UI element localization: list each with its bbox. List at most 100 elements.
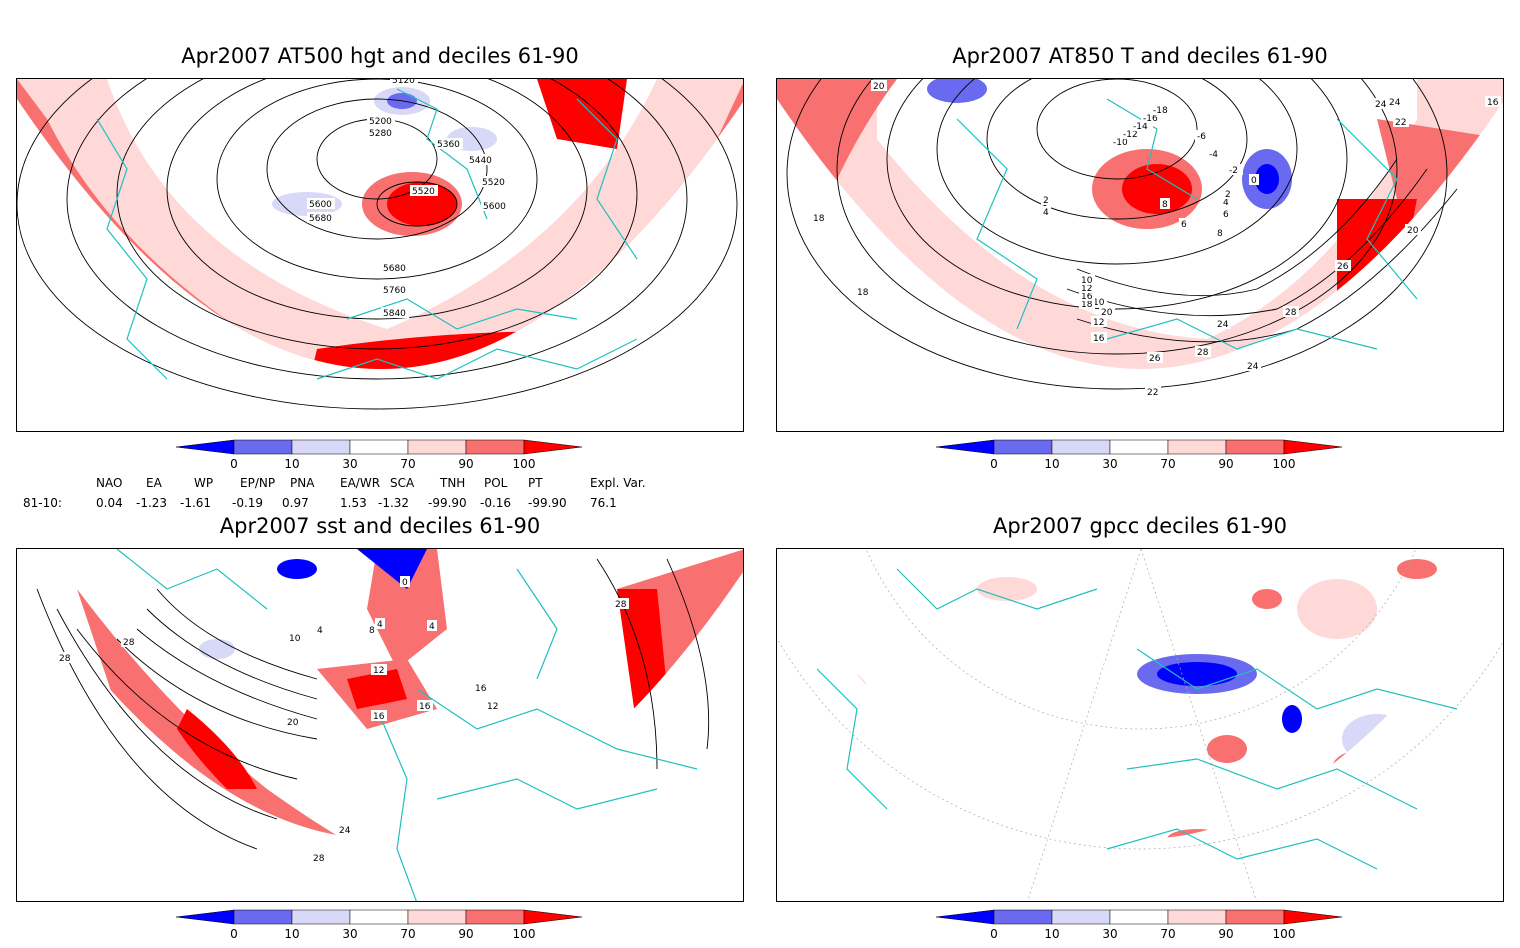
contour-label: 18: [813, 214, 825, 224]
contour-label-bg: [613, 598, 629, 609]
contour-label-bg: [1335, 260, 1351, 271]
panel-title-3: Apr2007 sst and deciles 61-90: [219, 514, 541, 538]
contour-label-bg: [307, 212, 335, 223]
index-header: EA/WR: [340, 476, 381, 490]
index-value: -0.19: [232, 496, 264, 510]
contour-label: 18: [857, 288, 869, 298]
contour-label-bg: [480, 176, 508, 187]
contour-label-bg: [485, 700, 501, 711]
contour-label: 4: [1223, 198, 1229, 208]
contour-label: 2: [1043, 196, 1049, 206]
contour-label-bg: [390, 79, 418, 85]
contour-label: 5280: [369, 129, 392, 139]
contour-label-bg: [811, 212, 827, 223]
contour-label-bg: [1245, 360, 1261, 371]
contour-label-bg: [371, 710, 387, 721]
contour-label-bg: [285, 716, 301, 727]
colorbar-segment: [407, 909, 467, 925]
colorbar-segment: [1225, 439, 1285, 455]
map-panel-gpcc: [776, 548, 1504, 902]
contour-label-bg: [1283, 306, 1299, 317]
contour-label: 5200: [369, 117, 392, 127]
contour-label-bg: [1393, 116, 1409, 127]
map-panel-t850: 20 18 18 16 12 10 8 6 4 2 0 2 4 6 8 -10 -12 -14 -16 -18 -2 -4…: [776, 78, 1504, 432]
contour-label: 5600: [309, 200, 332, 210]
contour-label-bg: [1091, 296, 1107, 307]
contour-label: -18: [1153, 106, 1168, 116]
contour-label: -6: [1197, 132, 1206, 142]
contour-label-bg: [417, 700, 433, 711]
contour-label: 5680: [383, 264, 406, 274]
contour-label-bg: [371, 664, 387, 675]
contour-label: 0: [1251, 176, 1257, 186]
contour-label-bg: [1079, 282, 1095, 293]
map-panel-hgt500: 5120 5200 5280 5360 5440 5520 5600 5680 5520 5600…: [16, 78, 744, 432]
contour-label-bg: [1221, 208, 1231, 219]
contour-label: 24: [1389, 98, 1401, 108]
colorbar-segment: [407, 439, 467, 455]
contour-label-bg: [381, 307, 409, 318]
contour-label: 4: [317, 626, 323, 636]
colorbar-segment: [1109, 909, 1169, 925]
contour-label: 8: [1217, 229, 1223, 239]
contour-label: 28: [123, 638, 135, 648]
contour-label: 4: [429, 622, 435, 632]
contour-label-bg: [287, 632, 303, 643]
contour-label-bg: [367, 127, 395, 138]
contour-label: 16: [373, 712, 385, 722]
contour-label: 5440: [469, 156, 492, 166]
contour-label: 5520: [412, 187, 435, 197]
contour-label-bg: [481, 200, 509, 211]
contour-label-bg: [871, 80, 887, 91]
contour-label-bg: [1091, 316, 1107, 327]
colorbar-tick-label: 0: [990, 927, 998, 941]
colorbar-segment: [175, 909, 235, 925]
contour-label: 16: [475, 684, 487, 694]
colorbar-2: 0 10 30 70 90 100: [935, 439, 1343, 471]
contour-label: 5600: [483, 202, 506, 212]
contour-label-bg: [1151, 104, 1173, 115]
colorbar-tick-label: 10: [1044, 457, 1059, 471]
colorbar-segment: [1283, 439, 1343, 455]
contour-label-bg: [1215, 318, 1231, 329]
colorbar-tick-label: 100: [1273, 927, 1296, 941]
colorbar-segment: [233, 909, 293, 925]
colorbar-tick-label: 90: [458, 457, 473, 471]
contour-label: 22: [1395, 118, 1406, 128]
colorbar-tick-label: 90: [1218, 457, 1233, 471]
contour-label-bg: [1207, 148, 1223, 159]
colorbar-tick-label: 30: [342, 457, 357, 471]
contour-label: 5680: [309, 214, 332, 224]
contour-label-bg: [1227, 164, 1243, 175]
contour-label-bg: [1111, 136, 1133, 147]
contour-label-bg: [1145, 386, 1161, 397]
contour-label-bg: [435, 138, 463, 149]
colorbar-segment: [993, 909, 1053, 925]
colorbar-1: 0 10 30 70 90 100: [175, 439, 583, 471]
colorbar-segment: [291, 909, 351, 925]
panel-title-1: Apr2007 AT500 hgt and deciles 61-90: [181, 44, 579, 68]
colorbar-tick-label: 0: [230, 927, 238, 941]
contour-label-bg: [367, 115, 395, 126]
index-value: 0.04: [96, 496, 123, 510]
index-header: EA: [146, 476, 162, 490]
contour-label: -10: [1113, 138, 1128, 148]
indices-row-label: 81-10:: [23, 496, 62, 510]
index-header: NAO: [96, 476, 123, 490]
contour-label-bg: [473, 682, 489, 693]
contour-label-bg: [315, 624, 325, 635]
contour-label: 5760: [383, 286, 406, 296]
colorbar-segment: [349, 439, 409, 455]
colorbar-segment: [1167, 909, 1227, 925]
colorbar-segment: [1051, 439, 1111, 455]
panel-title-4: Apr2007 gpcc deciles 61-90: [993, 514, 1287, 538]
contour-label-bg: [427, 620, 437, 631]
contour-label: 12: [373, 666, 384, 676]
contour-label: 0: [402, 578, 408, 588]
contour-label-bg: [337, 824, 353, 835]
contour-label-bg: [1121, 128, 1143, 139]
contour-label-bg: [381, 262, 409, 273]
contour-label-bg: [1160, 198, 1170, 209]
index-header: TNH: [440, 476, 466, 490]
contour-label-bg: [1195, 346, 1211, 357]
